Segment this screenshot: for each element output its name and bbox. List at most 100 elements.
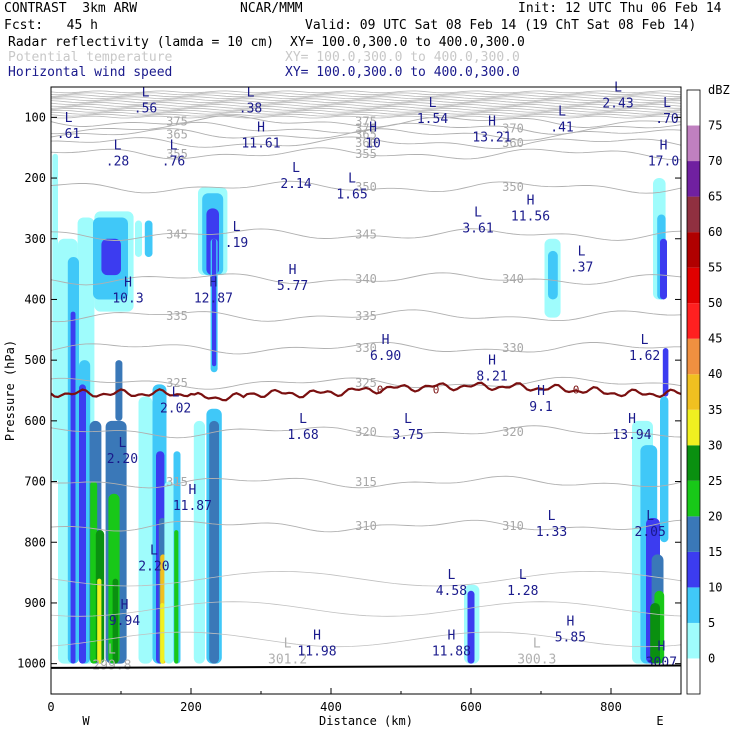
theta-contour-label: 360: [355, 136, 377, 150]
theta-contour: [51, 570, 681, 587]
plot-frame: [50, 86, 682, 695]
colorbar-border: [686, 89, 701, 695]
theta-contour: [51, 601, 681, 617]
theta-contour: [51, 475, 681, 489]
wind-extremum-value: 3.75: [392, 428, 423, 443]
theta-contour-label: 350: [502, 180, 524, 194]
wind-extremum-type: L: [474, 205, 482, 220]
forecast-hour: Fcst: 45 h: [4, 18, 98, 33]
wind-extremum-type: L: [663, 96, 671, 111]
theta-contour-label: 345: [166, 228, 188, 242]
theta-contour: [51, 111, 681, 115]
y-tick-label: 200: [24, 171, 46, 185]
freezing-level-label: 0: [377, 383, 384, 396]
colorbar-label: 75: [708, 119, 722, 133]
wind-extremum-type: L: [558, 105, 566, 120]
theta-contour-label: 355: [166, 147, 188, 161]
wind-extremum-value: .38: [239, 101, 262, 116]
wind-extremum-value: 9.94: [109, 614, 140, 629]
theta-contour: [51, 147, 681, 161]
theta-contour-label: 370: [502, 121, 524, 135]
field-wind: Horizontal wind speed: [8, 65, 173, 80]
reflectivity-cell: [650, 602, 660, 664]
reflectivity-cell: [548, 250, 558, 300]
wind-extremum-value: 4.58: [436, 584, 467, 599]
wind-extremum-value: .76: [162, 155, 185, 170]
wind-extremum-type: H: [660, 139, 668, 154]
theta-contour-label: 375: [166, 115, 188, 129]
colorbar-cap: [687, 90, 700, 126]
plot-border: [50, 86, 682, 695]
reflectivity-cell: [160, 602, 165, 664]
wind-extremum-value: 11.56: [511, 209, 550, 224]
wind-extremum-value: 9.1: [529, 400, 552, 415]
wind-extremum-value: 12.87: [194, 291, 233, 306]
colorbar-label: 10: [708, 580, 722, 594]
theta-contour: [51, 376, 681, 390]
theta-contour: [51, 425, 681, 439]
wind-extremum-value: 11.88: [432, 645, 471, 660]
colorbar-swatch: [687, 658, 700, 694]
colorbar-label: 20: [708, 509, 722, 523]
reflectivity-cell: [101, 238, 121, 276]
wind-extremum-type: H: [447, 629, 455, 644]
y-tick-label: 400: [24, 292, 46, 306]
theta-contour: [51, 100, 681, 103]
wind-extremum-type: L: [292, 161, 300, 176]
field-wind-xy: XY= 100.0,300.0 to 400.0,300.0: [285, 65, 520, 80]
theta-contour: [51, 115, 681, 119]
y-tick-label: 600: [24, 414, 46, 428]
wind-extremum-value: 2.14: [280, 177, 311, 192]
reflectivity-field: [52, 153, 669, 664]
wind-extremum-type: L: [348, 171, 356, 186]
wind-extremum-type: H: [537, 384, 545, 399]
reflectivity-cell: [138, 396, 153, 664]
x-tick-label: 0: [47, 700, 54, 714]
wind-extremum-type: H: [124, 275, 132, 290]
colorbar-swatch: [687, 587, 700, 623]
wind-extremum-type: L: [578, 244, 586, 259]
theta-contour: [51, 105, 681, 109]
reflectivity-cell: [52, 153, 58, 482]
wind-extremum-type: H: [313, 629, 321, 644]
reflectivity-cell: [112, 578, 119, 664]
wind-extremum-value: 1.28: [507, 584, 538, 599]
theta-contour: [51, 272, 681, 286]
x-tick-label: 400: [320, 700, 342, 714]
theta-contour-label: 345: [355, 228, 377, 242]
wind-extremum-type: L: [247, 85, 255, 100]
reflectivity-cell: [662, 348, 669, 397]
wind-extremum-type: H: [488, 114, 496, 129]
wind-extremum-type: L: [114, 139, 122, 154]
wind-extremum-type: H: [209, 275, 217, 290]
reflectivity-cell: [144, 220, 153, 257]
wind-extremum-value: 6.90: [370, 349, 401, 364]
wind-extremum-value: 8.21: [476, 370, 507, 385]
wind-extremum-type: H: [369, 120, 377, 135]
wind-extremum-type: H: [188, 483, 196, 498]
colorbar-swatch: [687, 551, 700, 588]
wind-extremum-value: .19: [225, 236, 248, 251]
theta-contour: [51, 228, 681, 241]
wind-extremum-type: L: [447, 568, 455, 583]
wind-extremum-value: .28: [106, 155, 129, 170]
wind-extremum-type: H: [488, 354, 496, 369]
theta-contour-label: 315: [355, 475, 377, 489]
wind-extremum-type: L: [170, 139, 178, 154]
wind-extremum-value: .70: [655, 112, 678, 127]
colorbar-swatch: [687, 232, 700, 268]
colorbar-label: 30: [708, 438, 722, 452]
theta-extremum-type: L: [108, 643, 116, 658]
ground-line: [50, 664, 682, 669]
theta-contour-label: 350: [355, 180, 377, 194]
theta-extremum-type: L: [284, 637, 292, 652]
wind-extremum-type: L: [429, 96, 437, 111]
theta-contour: [51, 519, 681, 533]
east-label: E: [656, 714, 663, 728]
theta-contour: [51, 309, 681, 323]
colorbar-label: 25: [708, 474, 722, 488]
wind-extremum-value: 2.43: [602, 96, 633, 111]
colorbar-swatch: [687, 267, 700, 304]
